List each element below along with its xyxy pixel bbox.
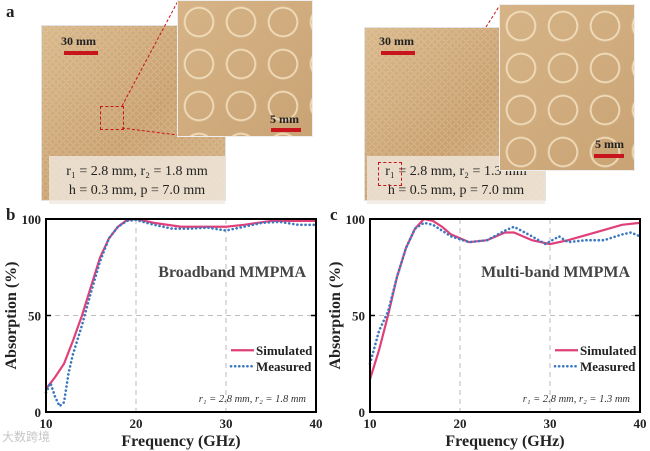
x-tick-label: 40 (310, 416, 323, 431)
left-scale-30mm-label: 30 mm (61, 34, 96, 48)
right-scale-5mm-label: 5 mm (595, 137, 624, 151)
x-axis-label: Frequency (GHz) (121, 433, 240, 450)
watermark: 大数跨境 (2, 430, 51, 444)
y-axis-label: Absorption (%) (327, 261, 344, 369)
panel-c-label: c (330, 205, 338, 224)
y-tick-label: 0 (35, 405, 42, 420)
x-axis-label: Frequency (GHz) (445, 433, 564, 450)
parameter-annotation: r₁ = 2.8 mm, r₂ = 1.3 mm (523, 394, 631, 405)
right-zoom-inset (499, 4, 635, 171)
left-zoom-region (100, 106, 124, 130)
left-connector-top (121, 0, 179, 107)
left-connector-bottom (121, 127, 179, 136)
y-tick-label: 0 (359, 405, 366, 420)
y-tick-label: 100 (22, 212, 42, 227)
right-caption-line2: h = 0.5 mm, p = 7.0 mm (387, 183, 525, 198)
legend-simulated-label: Simulated (580, 343, 637, 358)
series-measured (44, 218, 318, 409)
chart-title: Multi-band MMPMA (481, 264, 630, 281)
chart-broadband: 10 20 30 40 0 50 100 Broadband MMPMA SimulatedMe… (3, 212, 323, 450)
left-zoom-inset (177, 0, 313, 137)
x-tick-label: 30 (220, 416, 233, 431)
x-tick-label: 10 (40, 416, 53, 431)
series-measured (368, 221, 642, 366)
chart-multiband: 10 20 30 40 0 50 100 Multi-band MMPMA SimulatedM… (327, 212, 647, 450)
left-caption-line2: h = 0.3 mm, p = 7.0 mm (68, 183, 206, 198)
right-scale-bar-5mm (594, 154, 624, 158)
legend-simulated-label: Simulated (256, 343, 313, 358)
x-tick-label: 10 (364, 416, 377, 431)
chart-title: Broadband MMPMA (158, 264, 306, 281)
x-tick-label: 30 (544, 416, 557, 431)
panel-a-label: a (6, 2, 15, 21)
panel-b-label: b (6, 205, 16, 224)
left-scale-5mm-label: 5 mm (270, 112, 299, 126)
y-tick-label: 100 (346, 212, 366, 227)
left-sample-caption: r₁ = 2.8 mm, r₂ = 1.8 mm h = 0.3 mm, p =… (49, 156, 225, 204)
right-caption-line1: r₁ = 2.8 mm, r₂ = 1.3 mm (385, 164, 527, 179)
plot-frame (369, 218, 641, 413)
x-tick-label: 40 (634, 416, 647, 431)
y-tick-label: 50 (28, 309, 41, 324)
left-caption-line1: r₁ = 2.8 mm, r₂ = 1.8 mm (66, 164, 208, 179)
y-tick-label: 50 (352, 309, 365, 324)
x-tick-label: 20 (130, 416, 143, 431)
plot-frame (45, 218, 317, 413)
right-scale-30mm-label: 30 mm (379, 34, 414, 48)
right-scale-bar-30mm (381, 51, 415, 55)
x-tick-label: 20 (454, 416, 467, 431)
parameter-annotation: r₁ = 2.8 mm, r₂ = 1.8 mm (199, 394, 307, 405)
y-axis-label: Absorption (%) (3, 261, 20, 369)
legend-measured-label: Measured (256, 359, 312, 374)
right-zoom-region (378, 162, 402, 186)
legend-measured-label: Measured (580, 359, 636, 374)
left-scale-bar-30mm (64, 51, 98, 55)
left-scale-bar-5mm (271, 128, 301, 132)
